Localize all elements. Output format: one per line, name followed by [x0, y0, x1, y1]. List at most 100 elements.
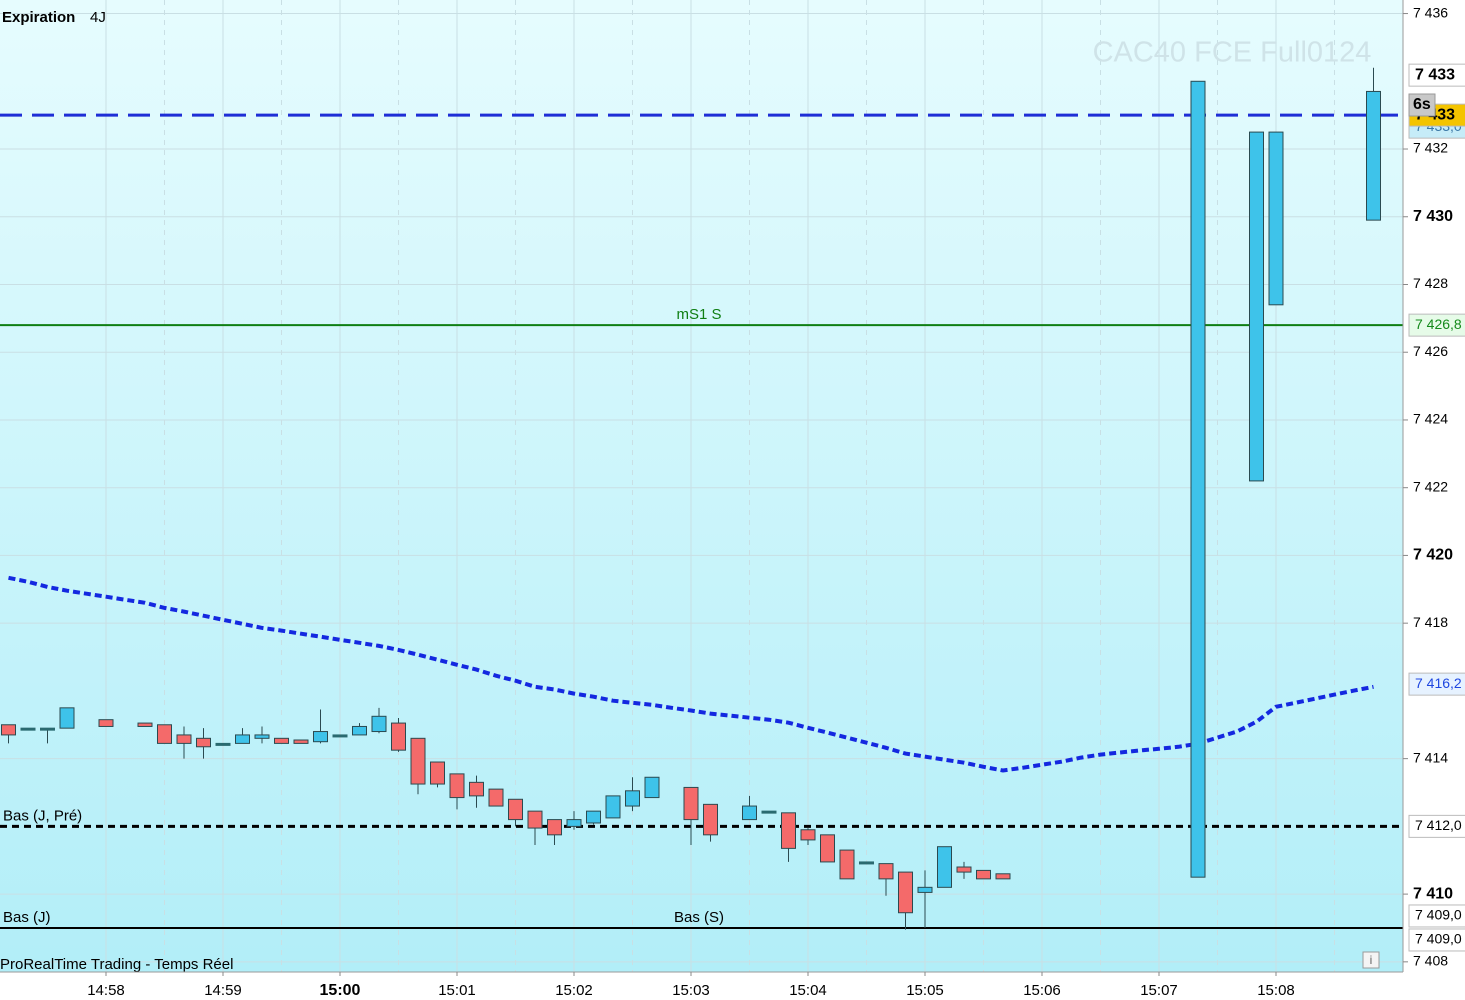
- candle-body: [352, 725, 367, 736]
- y-tick-label: 7 426: [1413, 343, 1448, 359]
- y-tick-label: 7 410: [1413, 885, 1453, 902]
- candle-body: [527, 810, 543, 829]
- candle-body: [586, 810, 601, 824]
- candle-body: [176, 734, 192, 744]
- candle-body: [430, 761, 445, 785]
- candle-body: [371, 715, 387, 733]
- x-tick-label: 15:03: [672, 982, 710, 999]
- x-tick-label: 15:08: [1257, 982, 1295, 999]
- candle-body: [20, 727, 36, 731]
- expiration-value: 4J: [90, 9, 106, 26]
- price-tag-label: 7 416,2: [1415, 675, 1462, 691]
- footer: ProRealTime Trading - Temps Réel: [0, 956, 233, 973]
- x-tick-label: 15:07: [1140, 982, 1178, 999]
- level-label: Bas (J, Pré): [3, 807, 82, 824]
- price-tag: [1408, 313, 1465, 337]
- y-tick-label: 7 414: [1413, 749, 1448, 765]
- candle-body: [215, 742, 231, 746]
- x-tick-label: 15:04: [789, 982, 827, 999]
- candle-body: [800, 829, 816, 841]
- info-icon[interactable]: [1362, 951, 1380, 969]
- price-tag-label: 7 412,0: [1415, 817, 1462, 833]
- candle-body: [1268, 131, 1284, 306]
- candle-body: [742, 805, 757, 821]
- candle-body: [566, 819, 582, 827]
- axes: 7 408 7 410 7 414 7 418 7 420 7 422 7 424 7 426…: [87, 4, 1453, 999]
- y-tick-label: 7 422: [1413, 478, 1448, 494]
- level-label: Bas (S): [674, 909, 724, 926]
- candle-body: [761, 810, 777, 814]
- y-tick-label: 7 432: [1413, 140, 1448, 156]
- candle-body: [293, 739, 309, 744]
- candle-body: [137, 722, 153, 727]
- candle-body: [488, 788, 504, 807]
- price-tag: [1408, 814, 1465, 838]
- candle-body: [235, 734, 250, 744]
- candle-body: [508, 798, 523, 821]
- x-tick-label: 15:05: [906, 982, 944, 999]
- candle-body: [605, 795, 621, 819]
- candle-body: [1, 724, 16, 736]
- price-tag-label: 7 409,0: [1415, 907, 1462, 923]
- y-tick-label: 7 420: [1413, 547, 1453, 564]
- candle-body: [644, 776, 660, 799]
- timer: 6s: [1413, 96, 1431, 113]
- candle-body: [410, 737, 426, 785]
- candle-body: [839, 849, 855, 880]
- candle-body: [1190, 80, 1206, 878]
- price-tag: [1408, 904, 1465, 928]
- candle-body: [878, 863, 894, 880]
- level-label: mS1 S: [676, 306, 721, 323]
- moving-average-line: [8, 575, 1374, 773]
- moving-average: [8, 575, 1374, 773]
- candle-body: [703, 803, 718, 836]
- price-tag: [1408, 672, 1465, 696]
- plot-background: [0, 0, 1403, 972]
- candle-body: [449, 773, 465, 799]
- x-tick-label: 15:01: [438, 982, 476, 999]
- price-tag-label: 7 409,0: [1415, 931, 1462, 947]
- info-icon-glyph: i: [1370, 953, 1373, 967]
- candle-body: [917, 886, 933, 893]
- y-tick-label: 7 418: [1413, 614, 1448, 630]
- level-label: Bas (J): [3, 909, 51, 926]
- grid: [0, 0, 1403, 972]
- candle-body: [683, 786, 699, 821]
- candle-body: [157, 724, 172, 744]
- price-tag: [1408, 63, 1465, 87]
- candle-body: [547, 819, 562, 836]
- candle-body: [391, 722, 406, 751]
- candle-body: [898, 871, 913, 914]
- levels: mS1 S Bas (J, Pré) Bas (J) Bas (S): [0, 113, 1403, 929]
- x-axis-panel: [0, 972, 1403, 1000]
- y-tick-label: 7 436: [1413, 4, 1448, 20]
- expiration-label: Expiration: [2, 9, 75, 26]
- candle-body: [1249, 131, 1264, 482]
- candle-body: [59, 707, 75, 729]
- candle-body: [976, 869, 991, 880]
- candle-body: [625, 790, 640, 807]
- x-tick-label: 14:59: [204, 982, 242, 999]
- candle-body: [937, 846, 952, 888]
- candle-body: [40, 727, 55, 731]
- candle-body: [820, 834, 835, 863]
- y-tick-label: 7 424: [1413, 411, 1448, 427]
- candle-body: [469, 781, 484, 797]
- x-tick-label: 15:02: [555, 982, 593, 999]
- x-tick-label: 14:58: [87, 982, 125, 999]
- candle-body: [781, 812, 796, 849]
- x-tick-label: 15:00: [320, 982, 361, 999]
- watermark: CAC40 FCE Full0124: [1093, 37, 1372, 69]
- price-tag: [1408, 928, 1465, 952]
- candle-body: [254, 734, 270, 739]
- candle-body: [196, 737, 211, 748]
- y-tick-label: 7 428: [1413, 275, 1448, 291]
- candle-body: [274, 737, 289, 744]
- candle-body: [332, 734, 348, 738]
- candle-body: [1366, 90, 1381, 221]
- y-tick-label: 7 430: [1413, 208, 1453, 225]
- candle-body: [995, 873, 1011, 880]
